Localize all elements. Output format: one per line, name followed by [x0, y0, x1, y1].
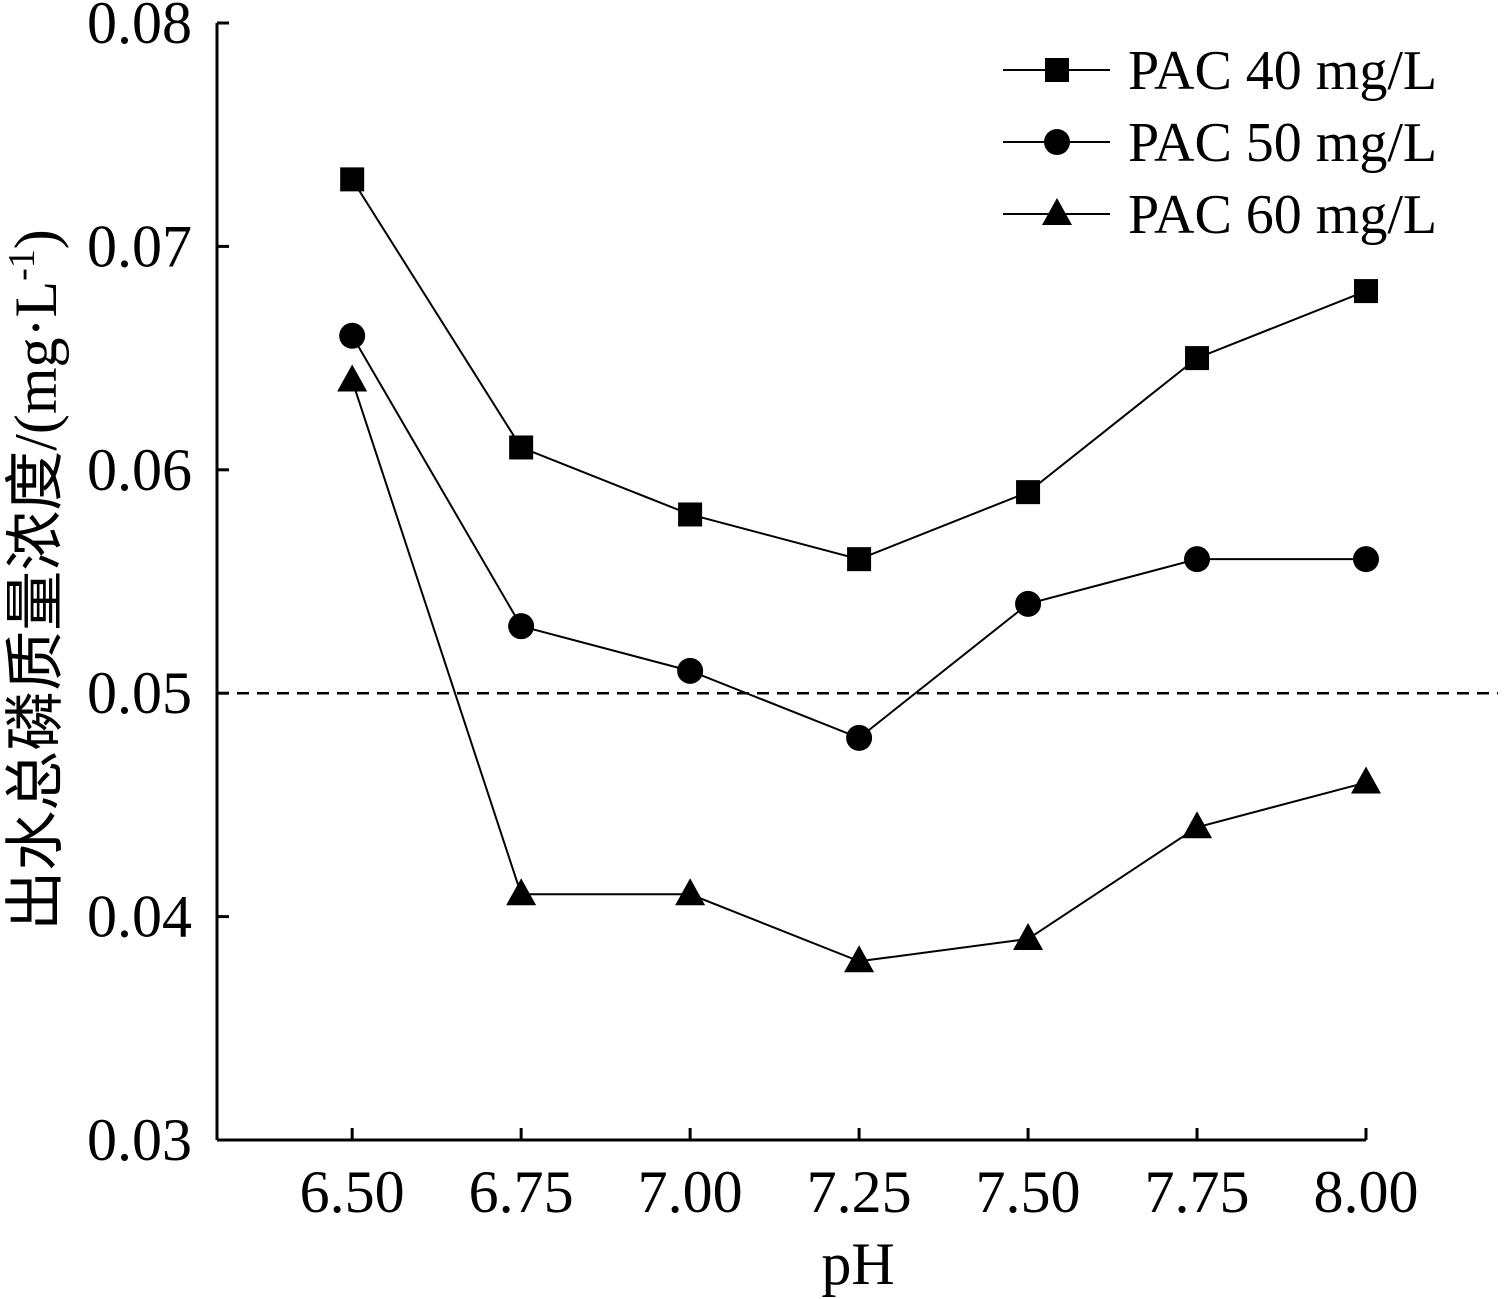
legend-item: PAC 50 mg/L	[1003, 112, 1437, 174]
x-tick-label: 7.25	[807, 1159, 912, 1225]
y-tick-label: 0.07	[87, 213, 192, 279]
square-marker	[340, 167, 365, 192]
series-line	[351, 335, 1366, 740]
x-tick-label: 7.00	[638, 1159, 743, 1225]
series-line	[351, 380, 1367, 963]
x-tick-label: 7.50	[976, 1159, 1081, 1225]
y-axis-title: 出水总磷质量浓度/(mg·L-1)	[1, 229, 69, 931]
y-tick-label: 0.03	[87, 1107, 192, 1173]
x-tick-label: 6.75	[469, 1159, 574, 1225]
legend-label: PAC 60 mg/L	[1128, 184, 1437, 246]
square-marker	[1185, 346, 1210, 371]
circle-marker	[339, 322, 366, 349]
circle-marker	[1015, 590, 1042, 617]
triangle-marker	[675, 878, 706, 906]
circle-marker	[1184, 546, 1211, 573]
triangle-marker	[1042, 198, 1072, 225]
series-layer	[337, 167, 1381, 973]
triangle-marker	[337, 364, 368, 392]
legend: PAC 40 mg/L PAC 50 mg/L PAC 60 mg/L	[1003, 40, 1437, 246]
legend-item: PAC 60 mg/L	[1003, 184, 1437, 246]
square-marker	[1016, 480, 1041, 505]
x-axis-title: pH	[821, 1231, 894, 1297]
x-tick-label: 8.00	[1314, 1159, 1419, 1225]
axes: 0.03 0.04 0.05 0.06 0.07 0.08 6.50 6.75 7.00 7.25…	[87, 0, 1419, 1225]
square-marker	[1045, 58, 1069, 82]
legend-item: PAC 40 mg/L	[1003, 40, 1437, 102]
triangle-marker	[844, 945, 875, 973]
legend-label: PAC 50 mg/L	[1128, 112, 1437, 174]
square-marker	[678, 502, 703, 527]
y-tick-label: 0.06	[87, 437, 192, 503]
x-tick-label: 6.50	[300, 1159, 405, 1225]
triangle-marker	[506, 878, 537, 906]
x-tick-label: 7.75	[1145, 1159, 1250, 1225]
circle-marker	[508, 613, 535, 640]
y-tick-label: 0.05	[87, 660, 192, 726]
series-1	[340, 167, 1378, 572]
y-tick-label: 0.04	[87, 884, 192, 950]
series-3	[337, 364, 1381, 973]
circle-marker	[1044, 129, 1070, 155]
circle-marker	[1353, 546, 1379, 573]
triangle-marker	[1013, 922, 1044, 950]
legend-label: PAC 40 mg/L	[1128, 40, 1437, 102]
circle-marker	[846, 724, 873, 751]
y-tick-label: 0.08	[87, 0, 192, 56]
triangle-marker	[1351, 766, 1381, 794]
triangle-marker	[1182, 811, 1213, 839]
square-marker	[847, 547, 872, 572]
circle-marker	[677, 657, 704, 684]
square-marker	[509, 435, 534, 460]
series-2	[339, 322, 1379, 751]
square-marker	[1354, 279, 1378, 304]
